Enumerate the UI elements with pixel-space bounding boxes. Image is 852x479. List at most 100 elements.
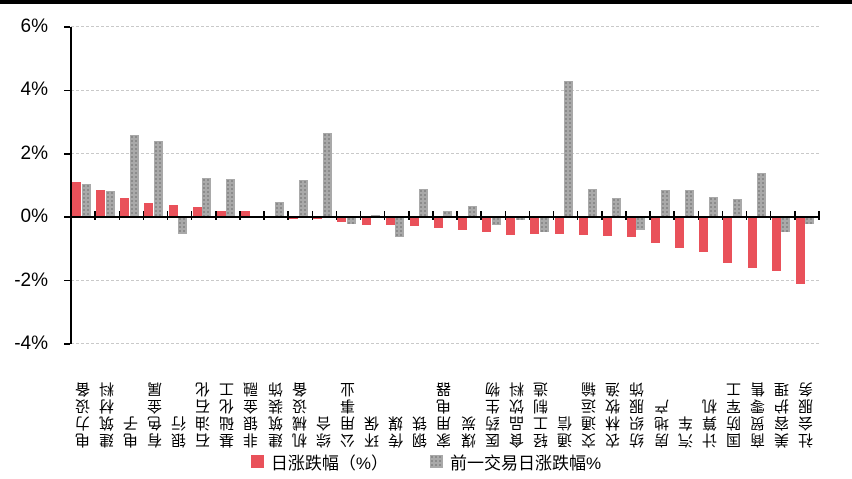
gridline--4% [71, 343, 819, 345]
bar-series0-石油石化 [192, 207, 202, 218]
x-label-cell: 传媒 [385, 347, 409, 448]
x-label-cell: 电力设备 [71, 347, 95, 448]
bar-series1-房地产 [660, 189, 670, 218]
y-tick-label: -2% [14, 269, 48, 291]
x-label-cell: 综合 [312, 347, 336, 448]
y-axis-tick [64, 26, 70, 28]
bar-series0-轻工制造 [530, 217, 540, 234]
bar-series0-美容护理 [771, 217, 781, 272]
category-cell [626, 27, 651, 344]
x-label-cell: 计算机 [698, 347, 722, 448]
x-axis-tick [625, 211, 627, 221]
category-label-电子: 电子 [122, 414, 140, 448]
plot-area [64, 26, 820, 345]
x-axis-tick [794, 211, 796, 221]
x-label-cell: 交通运输 [578, 347, 602, 448]
bar-series0-钢铁 [409, 217, 419, 226]
legend-label-daily-change: 日涨跌幅（%） [270, 454, 388, 473]
y-tick-label: 4% [20, 79, 48, 101]
category-cell [192, 27, 217, 344]
x-label-cell: 有色金属 [143, 347, 167, 448]
category-label-钢铁: 钢铁 [412, 414, 430, 448]
x-axis-tick [215, 211, 217, 221]
bar-series0-电子 [120, 197, 130, 218]
x-label-cell: 家用电器 [433, 347, 457, 448]
category-cell [264, 27, 289, 344]
x-label-cell: 机械设备 [288, 347, 312, 448]
bar-series0-环保 [361, 217, 371, 226]
x-label-cell: 美容护理 [771, 347, 795, 448]
category-cell [240, 27, 265, 344]
bar-series1-建筑材料 [105, 190, 115, 218]
category-label-交通运输: 交通运输 [581, 380, 599, 448]
x-axis-tick [576, 211, 579, 221]
bar-series1-石油石化 [202, 177, 212, 218]
bar-series1-有色金属 [153, 141, 163, 218]
category-label-汽车: 汽车 [677, 414, 695, 448]
category-cell [312, 27, 338, 344]
bar-series1-综合 [322, 132, 332, 218]
x-axis-tick [432, 211, 434, 221]
bar-series1-轻工制造 [539, 217, 549, 233]
bar-series0-非银金融 [240, 211, 250, 218]
category-label-煤炭: 煤炭 [460, 414, 478, 448]
x-label-cell: 食品饮料 [505, 347, 529, 448]
x-axis-line [71, 216, 819, 219]
bar-series0-计算机 [699, 217, 709, 253]
bar-series0-煤炭 [458, 217, 468, 230]
category-cell [119, 27, 145, 344]
category-cell [457, 27, 482, 344]
category-cell [722, 27, 748, 344]
bar-series0-房地产 [651, 217, 661, 243]
category-cell [747, 27, 772, 344]
y-axis-tick [64, 279, 70, 282]
category-cell [336, 27, 362, 344]
x-label-cell: 银行 [168, 347, 192, 448]
category-label-基础化工: 基础化工 [219, 380, 237, 448]
bar-series1-美容护理 [781, 217, 791, 233]
x-label-cell: 钢铁 [409, 347, 433, 448]
x-label-cell: 公用事业 [336, 347, 360, 448]
x-axis-tick [673, 211, 675, 221]
bar-series0-家用电器 [433, 217, 443, 228]
x-label-cell: 农林牧渔 [602, 347, 626, 448]
bar-series0-商贸零售 [747, 217, 757, 269]
category-label-传媒: 传媒 [388, 414, 406, 448]
y-axis-tick [64, 216, 70, 218]
category-cell [554, 27, 579, 344]
x-axis-tick [94, 211, 96, 221]
category-cell [795, 27, 820, 344]
x-label-cell: 商贸零售 [747, 347, 771, 448]
category-cell [143, 27, 169, 344]
x-axis-tick [311, 211, 314, 221]
x-axis-tick [528, 211, 531, 221]
bar-series1-电力设备 [81, 184, 91, 218]
y-axis-tick [64, 153, 70, 155]
x-label-cell: 房地产 [650, 347, 674, 448]
bar-series1-食品饮料 [515, 217, 525, 221]
bar-series0-农林牧渔 [602, 217, 612, 237]
category-cell [578, 27, 603, 344]
bar-series0-通信 [554, 217, 564, 234]
category-cell [433, 27, 458, 344]
x-label-cell: 国防军工 [722, 347, 746, 448]
category-label-电力设备: 电力设备 [74, 380, 92, 448]
x-axis-tick [745, 211, 748, 221]
category-label-食品饮料: 食品饮料 [508, 380, 526, 448]
x-axis-tick [818, 211, 820, 221]
bar-series0-银行 [168, 205, 178, 218]
bar-series0-基础化工 [216, 210, 226, 218]
category-label-商贸零售: 商贸零售 [750, 380, 768, 448]
bar-series0-建筑材料 [96, 189, 106, 218]
x-axis-tick [263, 211, 265, 221]
x-axis-tick [601, 211, 603, 221]
category-label-建筑装饰: 建筑装饰 [267, 380, 285, 448]
y-axis-tick [64, 89, 70, 92]
bar-series1-银行 [178, 217, 188, 234]
category-label-综合: 综合 [315, 414, 333, 448]
legend-item-daily-change: 日涨跌幅（%） [250, 449, 388, 474]
category-cell [409, 27, 434, 344]
x-axis-tick [408, 211, 410, 221]
x-axis-tick [142, 211, 145, 221]
